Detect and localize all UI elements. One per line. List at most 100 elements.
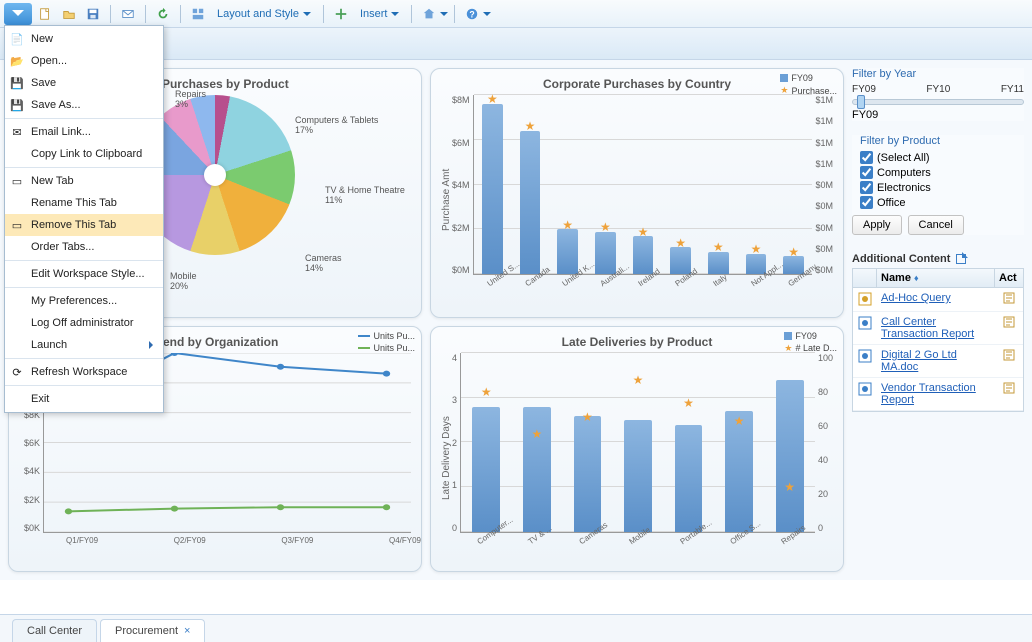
popout-icon[interactable] — [956, 254, 966, 264]
menu-item-edit-workspace-style-[interactable]: Edit Workspace Style... — [5, 263, 163, 285]
col-actions[interactable]: Act — [995, 269, 1023, 287]
blank-icon — [9, 337, 25, 353]
bar — [523, 407, 551, 532]
help-icon[interactable]: ? — [461, 3, 483, 25]
menu-item-launch[interactable]: Launch — [5, 334, 163, 356]
content-link[interactable]: Call Center Transaction Report — [881, 316, 974, 340]
bar — [520, 131, 541, 274]
folder-icon: 📂 — [9, 53, 25, 69]
bar — [708, 252, 729, 274]
row-action-icon[interactable] — [999, 312, 1023, 335]
filter-check-computers[interactable]: Computers — [860, 166, 1024, 179]
row-action-icon[interactable] — [999, 345, 1023, 368]
panel-late-deliveries: Late Deliveries by Product FY09★# Late D… — [430, 326, 844, 572]
col-name[interactable]: Name ♦ — [877, 269, 995, 287]
star-marker: ★ — [600, 220, 611, 234]
year-tick: FY09 — [852, 84, 876, 95]
menu-label: Save As... — [31, 99, 81, 111]
star-marker: ★ — [713, 240, 724, 254]
tab-procurement[interactable]: Procurement× — [100, 619, 205, 642]
insert-label: Insert — [360, 8, 388, 20]
menu-label: Exit — [31, 393, 49, 405]
menu-item-save-as-[interactable]: 💾Save As... — [5, 94, 163, 116]
star-marker: ★ — [675, 236, 686, 250]
menu-label: New Tab — [31, 175, 74, 187]
menu-label: My Preferences... — [31, 295, 117, 307]
blank-icon — [9, 391, 25, 407]
disk-icon: 💾 — [9, 75, 25, 91]
mail-icon[interactable] — [117, 3, 139, 25]
legend-item: FY09 — [784, 331, 837, 341]
filter-check-electronics[interactable]: Electronics — [860, 181, 1024, 194]
star-marker: ★ — [734, 414, 745, 428]
row-action-icon[interactable] — [999, 378, 1023, 401]
star-marker: ★ — [531, 427, 542, 441]
pie-label: Mobile20% — [170, 271, 197, 291]
menu-label: Edit Workspace Style... — [31, 268, 145, 280]
tab-close-icon[interactable]: × — [184, 625, 190, 637]
row-action-icon[interactable] — [999, 288, 1023, 311]
filter-check--select-all-[interactable]: (Select All) — [860, 151, 1024, 164]
filter-check-office[interactable]: Office — [860, 196, 1024, 209]
apply-button[interactable]: Apply — [852, 215, 902, 235]
filter-by-year: Filter by Year FY09FY10FY11 FY09 — [852, 68, 1024, 121]
menu-item-email-link-[interactable]: ✉ Email Link... — [5, 121, 163, 143]
content-link[interactable]: Vendor Transaction Report — [881, 382, 976, 406]
menu-item-refresh-workspace[interactable]: ⟳Refresh Workspace — [5, 361, 163, 383]
menu-label: Log Off administrator — [31, 317, 134, 329]
menu-item-order-tabs-[interactable]: Order Tabs... — [5, 236, 163, 258]
content-link[interactable]: Ad-Hoc Query — [881, 292, 951, 304]
menu-item-remove-this-tab[interactable]: ▭Remove This Tab — [5, 214, 163, 236]
menu-item-log-off-administrator[interactable]: Log Off administrator — [5, 312, 163, 334]
year-slider[interactable] — [852, 99, 1024, 105]
star-marker: ★ — [788, 245, 799, 259]
menu-item-rename-this-tab[interactable]: Rename This Tab — [5, 192, 163, 214]
doc-icon: 📄 — [9, 31, 25, 47]
filter-product-title: Filter by Product — [852, 135, 1024, 147]
menu-label: Launch — [31, 339, 67, 351]
filter-by-product: Filter by Product (Select All) Computers E… — [852, 135, 1024, 235]
save-icon[interactable] — [82, 3, 104, 25]
cancel-button[interactable]: Cancel — [908, 215, 964, 235]
menu-label: Email Link... — [31, 126, 91, 138]
barCountry-title: Corporate Purchases by Country — [441, 77, 833, 91]
menu-item-exit[interactable]: Exit — [5, 388, 163, 410]
content-link[interactable]: Digital 2 Go Ltd MA.doc — [881, 349, 957, 373]
menu-item-new[interactable]: 📄New — [5, 28, 163, 50]
blank-icon — [9, 293, 25, 309]
bar — [574, 416, 602, 532]
insert-button[interactable]: Insert — [354, 3, 406, 25]
blank-icon — [9, 266, 25, 282]
tab-call-center[interactable]: Call Center — [12, 619, 97, 642]
x-label: Italy — [711, 272, 728, 288]
menu-item-new-tab[interactable]: ▭New Tab — [5, 170, 163, 192]
star-marker: ★ — [683, 396, 694, 410]
mail-icon: ✉ — [9, 124, 25, 140]
content-row: Vendor Transaction Report — [853, 378, 1023, 411]
home-icon[interactable] — [418, 3, 440, 25]
menu-label: Copy Link to Clipboard — [31, 148, 142, 160]
submenu-arrow-icon — [149, 341, 157, 349]
pie-label: Computers & Tablets17% — [295, 115, 378, 135]
insert-plus-icon[interactable] — [330, 3, 352, 25]
app-menu-button[interactable] — [4, 3, 32, 25]
layout-style-button[interactable]: Layout and Style — [211, 3, 317, 25]
star-marker: ★ — [582, 410, 593, 424]
additional-title: Additional Content — [852, 253, 950, 265]
bar — [633, 236, 654, 274]
open-icon[interactable] — [58, 3, 80, 25]
layout-icon[interactable] — [187, 3, 209, 25]
menu-item-save[interactable]: 💾Save — [5, 72, 163, 94]
bar — [675, 425, 703, 532]
menu-item-copy-link-to-clipboard[interactable]: Copy Link to Clipboard — [5, 143, 163, 165]
menu-item-my-preferences-[interactable]: My Preferences... — [5, 290, 163, 312]
refresh-icon[interactable] — [152, 3, 174, 25]
menu-item-open-[interactable]: 📂Open... — [5, 50, 163, 72]
bc-ylabel: Purchase Amt — [441, 95, 452, 305]
pie-label: Cameras14% — [305, 253, 342, 273]
blank-icon — [9, 195, 25, 211]
new-icon[interactable] — [34, 3, 56, 25]
row-icon — [853, 288, 877, 310]
year-slider-thumb[interactable] — [857, 95, 865, 109]
tabs-bar: Call CenterProcurement× — [0, 614, 1032, 642]
